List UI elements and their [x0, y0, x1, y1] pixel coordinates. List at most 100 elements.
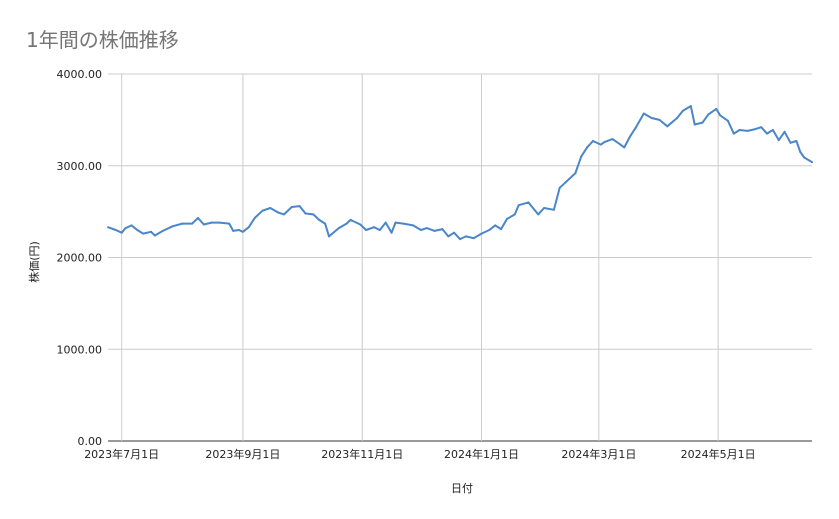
data-point	[505, 218, 508, 220]
data-point	[715, 107, 718, 110]
data-point	[666, 125, 669, 128]
data-point	[603, 140, 606, 143]
data-point	[228, 222, 231, 225]
data-point	[153, 234, 156, 237]
data-point	[283, 213, 285, 216]
data-point	[592, 140, 594, 142]
chart-title: 1年間の株価推移	[26, 28, 179, 52]
data-point	[707, 113, 710, 116]
data-point	[795, 140, 798, 142]
data-point	[558, 186, 561, 189]
data-point	[359, 223, 362, 226]
x-tick-label: 2024年5月1日	[681, 447, 756, 461]
data-point	[238, 229, 240, 231]
data-point	[777, 139, 780, 142]
x-tick-label: 2023年7月1日	[84, 447, 159, 461]
x-axis-ticks: 2023年7月1日 2023年9月1日 2023年11月1日 2024年1月1日 202…	[84, 447, 755, 461]
data-point	[142, 232, 145, 235]
x-tick-label: 2024年1月1日	[444, 447, 519, 461]
data-point	[464, 235, 467, 238]
data-point	[650, 117, 653, 119]
data-point	[171, 225, 174, 228]
data-point	[114, 229, 117, 231]
data-point	[365, 229, 368, 231]
data-point	[378, 229, 381, 231]
data-point	[574, 172, 577, 175]
data-point	[269, 207, 272, 209]
data-point	[658, 118, 661, 121]
data-point	[488, 229, 491, 231]
data-point	[345, 222, 348, 225]
data-point	[120, 231, 123, 234]
data-point	[247, 226, 250, 229]
data-point	[517, 204, 520, 207]
data-point	[441, 228, 444, 231]
gridlines	[108, 73, 812, 442]
data-point	[754, 128, 757, 131]
data-point	[599, 143, 602, 146]
data-point	[197, 217, 199, 219]
data-point	[760, 126, 763, 129]
data-point	[210, 221, 213, 224]
data-point	[732, 132, 735, 135]
data-point	[253, 217, 256, 219]
data-point	[337, 227, 340, 230]
data-point	[191, 222, 194, 225]
data-point	[586, 146, 589, 149]
data-point	[537, 213, 540, 216]
data-point	[373, 226, 375, 229]
data-point	[472, 237, 475, 240]
data-point	[543, 207, 546, 209]
data-point	[130, 224, 133, 227]
data-point	[635, 126, 637, 129]
data-point	[719, 114, 722, 117]
data-point	[459, 238, 461, 241]
y-tick-label: 4000.00	[57, 68, 103, 81]
data-point	[766, 132, 768, 135]
y-tick-label: 2000.00	[57, 252, 103, 265]
data-point	[390, 231, 393, 234]
data-point	[107, 226, 109, 229]
data-point	[480, 232, 483, 235]
data-point	[425, 227, 428, 230]
data-point	[689, 105, 692, 108]
data-point	[642, 112, 645, 115]
data-point	[433, 229, 436, 232]
y-axis-title: 株価(円)	[27, 241, 41, 283]
data-point	[564, 181, 567, 184]
data-point	[629, 135, 632, 138]
data-point	[447, 235, 450, 238]
data-point	[261, 209, 264, 212]
data-point	[318, 218, 321, 221]
data-point	[453, 231, 456, 234]
data-point	[580, 155, 583, 158]
data-point	[419, 229, 422, 231]
data-point	[738, 129, 741, 131]
data-point	[161, 229, 164, 232]
data-point	[783, 130, 786, 133]
data-point	[324, 222, 327, 225]
data-point	[136, 229, 139, 231]
data-point	[494, 224, 497, 227]
data-point	[619, 143, 622, 146]
series-line	[107, 105, 813, 241]
data-point	[232, 229, 235, 232]
data-point	[202, 223, 205, 226]
data-point	[771, 129, 774, 131]
data-point	[394, 221, 397, 224]
y-tick-label: 0.00	[78, 435, 103, 448]
data-point	[412, 224, 415, 227]
data-point	[384, 221, 387, 224]
series-group	[107, 105, 813, 241]
x-tick-label: 2023年9月1日	[205, 447, 280, 461]
x-tick-label: 2024年3月1日	[561, 447, 636, 461]
data-point	[312, 213, 315, 216]
data-point	[124, 227, 127, 230]
y-tick-label: 3000.00	[57, 160, 103, 173]
data-point	[500, 228, 503, 231]
data-point	[218, 221, 221, 224]
data-point	[701, 121, 704, 124]
data-point	[746, 129, 749, 132]
data-point	[241, 230, 244, 233]
data-point	[349, 218, 352, 221]
